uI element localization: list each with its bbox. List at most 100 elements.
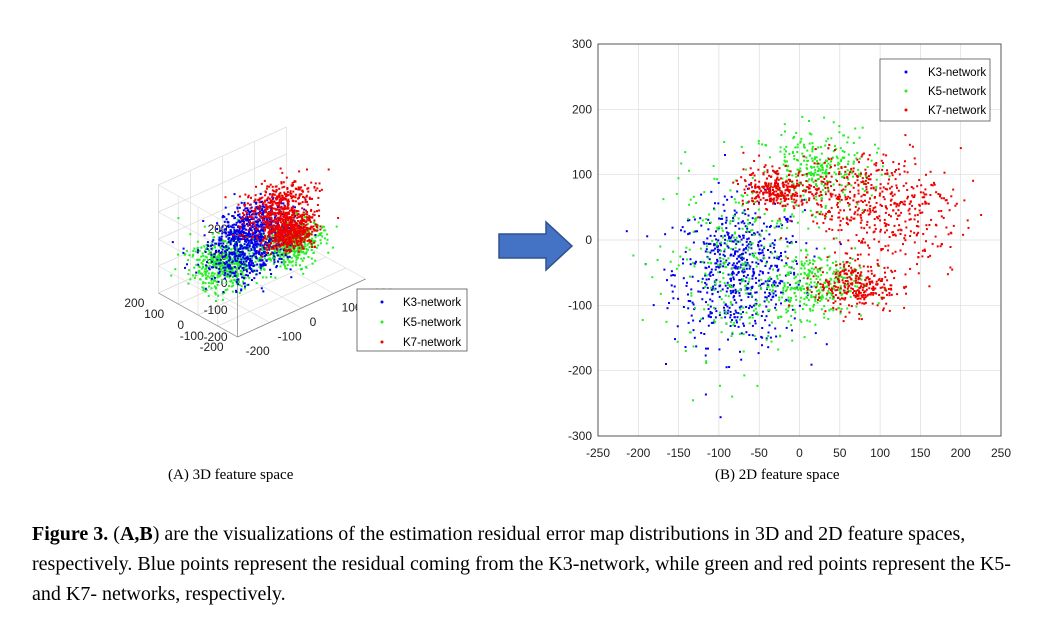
scatter-point-k7-network: [298, 188, 301, 191]
scatter-point-k3-network: [767, 295, 770, 298]
scatter-point-k5-network: [221, 262, 224, 264]
scatter-point-k3-network: [262, 205, 265, 208]
scatter-point-k5-network: [840, 275, 843, 278]
scatter-point-k7-network: [772, 199, 775, 202]
scatter-point-k3-network: [280, 258, 283, 260]
scatter-point-k5-network: [244, 276, 247, 279]
scatter-point-k5-network: [833, 171, 836, 174]
scatter-point-k7-network: [257, 219, 260, 221]
scatter-point-k5-network: [785, 288, 788, 291]
scatter-point-k3-network: [731, 240, 734, 243]
scatter-point-k3-network: [674, 338, 676, 341]
scatter-point-k7-network: [878, 277, 881, 280]
scatter-point-k3-network: [249, 258, 252, 260]
scatter-point-k7-network: [277, 226, 280, 229]
scatter-point-k3-network: [746, 227, 749, 230]
scatter-point-k3-network: [814, 332, 817, 335]
scatter-point-k7-network: [301, 237, 304, 239]
scatter-point-k3-network: [288, 227, 291, 230]
scatter-point-k5-network: [716, 226, 719, 229]
scatter-point-k7-network: [933, 183, 936, 186]
scatter-point-k5-network: [823, 305, 826, 308]
scatter-point-k5-network: [217, 232, 220, 235]
scatter-point-k7-network: [285, 238, 287, 241]
scatter-point-k5-network: [856, 203, 859, 206]
scatter-point-k7-network: [265, 238, 268, 241]
scatter-point-k7-network: [275, 202, 278, 205]
scatter-point-k5-network: [754, 201, 757, 203]
scatter-point-k3-network: [235, 289, 237, 292]
scatter-point-k5-network: [840, 308, 843, 310]
scatter-point-k7-network: [756, 200, 759, 203]
scatter-point-k5-network: [222, 271, 225, 274]
scatter-point-k3-network: [250, 206, 253, 209]
scatter-point-k3-network: [227, 265, 230, 268]
scatter-point-k3-network: [703, 261, 706, 264]
scatter-point-k5-network: [742, 195, 745, 198]
scatter-point-k7-network: [292, 195, 295, 198]
scatter-point-k7-network: [838, 173, 840, 176]
scatter-point-k5-network: [857, 168, 860, 171]
scatter-point-k3-network: [254, 238, 257, 240]
scatter-point-k3-network: [722, 253, 725, 256]
scatter-point-k5-network: [800, 320, 803, 323]
scatter-point-k5-network: [825, 280, 828, 283]
scatter-point-k3-network: [789, 283, 791, 286]
scatter-point-k5-network: [846, 169, 849, 172]
scatter-point-k3-network: [725, 259, 728, 262]
scatter-point-k3-network: [277, 244, 280, 247]
scatter-point-k3-network: [234, 217, 236, 219]
scatter-point-k5-network: [831, 261, 834, 264]
scatter-point-k5-network: [734, 201, 737, 204]
scatter-point-k5-network: [877, 302, 880, 305]
scatter-point-k3-network: [231, 215, 234, 217]
scatter-point-k3-network: [717, 245, 719, 248]
scatter-point-k7-network: [822, 221, 825, 224]
scatter-point-k3-network: [314, 234, 317, 236]
scatter-point-k3-network: [776, 264, 779, 267]
scatter-point-k3-network: [228, 255, 231, 258]
scatter-point-k7-network: [272, 224, 275, 227]
scatter-point-k3-network: [260, 239, 263, 242]
scatter-point-k7-network: [854, 205, 857, 208]
scatter-point-k5-network: [745, 202, 748, 204]
scatter-point-k7-network: [264, 237, 267, 239]
scatter-point-k5-network: [791, 304, 794, 307]
scatter-point-k7-network: [313, 219, 316, 222]
scatter-point-k3-network: [240, 258, 243, 261]
scatter-point-k3-network: [717, 239, 720, 242]
scatter-point-k3-network: [228, 256, 231, 259]
scatter-point-k3-network: [245, 256, 248, 259]
scatter-point-k5-network: [713, 177, 716, 180]
scatter-point-k3-network: [224, 232, 227, 235]
scatter-point-k5-network: [812, 259, 815, 262]
scatter-point-k7-network: [777, 182, 779, 185]
scatter-point-k5-network: [286, 264, 289, 267]
scatter-point-k3-network: [266, 199, 269, 202]
scatter-point-k7-network: [275, 222, 277, 224]
scatter-point-k3-network: [734, 309, 737, 312]
scatter-point-k7-network: [271, 200, 274, 203]
scatter-point-k3-network: [745, 276, 748, 279]
scatter-point-k3-network: [223, 228, 226, 231]
scatter-point-k7-network: [839, 292, 842, 295]
scatter-point-k5-network: [217, 253, 220, 256]
scatter-point-k5-network: [735, 240, 738, 243]
scatter-point-k7-network: [301, 247, 304, 250]
scatter-point-k5-network: [820, 210, 823, 213]
scatter-point-k3-network: [292, 205, 295, 208]
scatter-point-k5-network: [839, 173, 842, 175]
scatter-point-k3-network: [259, 223, 262, 226]
scatter-point-k3-network: [731, 332, 734, 335]
scatter-point-k3-network: [225, 260, 228, 263]
scatter-point-k7-network: [931, 242, 934, 245]
scatter-point-k7-network: [298, 228, 301, 231]
scatter-point-k5-network: [199, 278, 202, 281]
scatter-point-k5-network: [778, 299, 781, 302]
scatter-point-k3-network: [786, 240, 789, 243]
scatter-point-k7-network: [274, 208, 277, 211]
scatter-point-k5-network: [230, 248, 232, 251]
scatter-point-k5-network: [788, 299, 791, 302]
scatter-point-k3-network: [759, 252, 762, 255]
scatter-point-k7-network: [294, 222, 297, 225]
